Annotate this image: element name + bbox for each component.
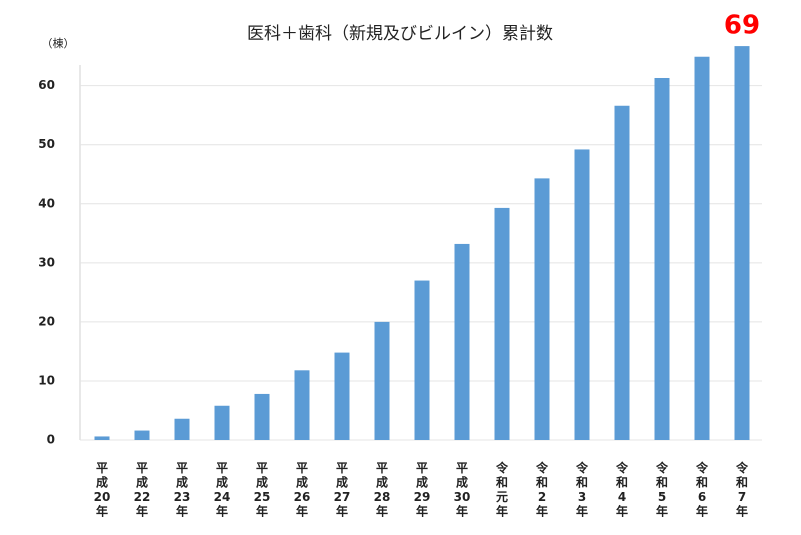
x-tick-label: 令和 2 年 bbox=[535, 460, 549, 519]
y-tick-label: 30 bbox=[38, 255, 55, 269]
y-tick-label: 40 bbox=[38, 196, 55, 210]
bar bbox=[134, 430, 150, 440]
x-tick-label: 平成 25 年 bbox=[254, 461, 271, 519]
bar bbox=[414, 280, 430, 440]
bar bbox=[294, 370, 310, 440]
y-tick-label: 20 bbox=[38, 314, 55, 328]
y-axis-label: （棟） bbox=[42, 36, 75, 50]
x-tick-label: 令和 6 年 bbox=[695, 460, 709, 519]
x-tick-label: 平成 29 年 bbox=[414, 461, 431, 519]
bar bbox=[614, 105, 630, 440]
x-tick-label: 令和 3 年 bbox=[575, 460, 589, 519]
y-tick-label: 10 bbox=[38, 373, 55, 387]
x-tick-label: 平成 30 年 bbox=[454, 461, 471, 519]
bar bbox=[694, 56, 710, 440]
x-tick-label: 令和 4 年 bbox=[615, 460, 629, 519]
y-tick-label: 0 bbox=[47, 433, 55, 447]
bar bbox=[254, 393, 270, 440]
x-tick-label: 令和元年 bbox=[495, 460, 509, 519]
bar bbox=[374, 321, 390, 440]
chart-title: 医科＋歯科（新規及びビルイン）累計数 bbox=[247, 24, 553, 44]
y-tick-label: 50 bbox=[38, 137, 55, 151]
x-tick-label: 平成 23 年 bbox=[174, 461, 191, 519]
bar bbox=[94, 436, 110, 440]
bar bbox=[734, 46, 750, 441]
x-tick-label: 平成 20 年 bbox=[94, 461, 111, 519]
bar bbox=[574, 149, 590, 440]
bar bbox=[174, 418, 190, 440]
bar bbox=[214, 405, 230, 440]
bar bbox=[654, 77, 670, 440]
y-tick-label: 60 bbox=[38, 78, 55, 92]
bar bbox=[534, 178, 550, 440]
bar bbox=[454, 243, 470, 440]
x-tick-label: 令和 5 年 bbox=[655, 460, 669, 519]
x-tick-label: 平成 26 年 bbox=[294, 461, 311, 519]
x-tick-label: 平成 22 年 bbox=[134, 461, 151, 519]
x-tick-label: 平成 24 年 bbox=[214, 461, 231, 519]
annotation: 69 bbox=[724, 11, 760, 41]
x-tick-label: 平成 27 年 bbox=[334, 461, 351, 519]
x-tick-label: 令和 7 年 bbox=[735, 460, 749, 519]
bar bbox=[494, 207, 510, 440]
x-tick-label: 平成 28 年 bbox=[374, 461, 391, 519]
bar bbox=[334, 352, 350, 440]
